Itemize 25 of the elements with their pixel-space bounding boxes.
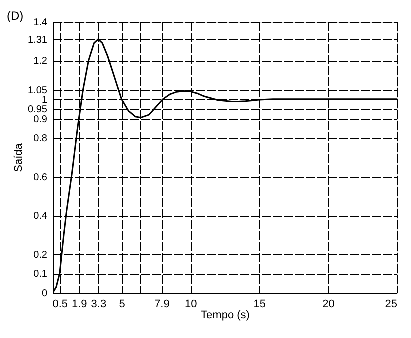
x-tick-label: 20 — [322, 298, 335, 310]
y-tick-label: 1 — [42, 94, 48, 106]
y-tick-label: 0.95 — [28, 104, 48, 116]
x-tick-label: 15 — [254, 298, 266, 310]
y-tick-label: 1.2 — [34, 56, 48, 68]
y-tick-label: 0.6 — [34, 172, 48, 184]
y-tick-label: 0.9 — [34, 114, 48, 126]
x-axis-title: Tempo (s) — [201, 310, 250, 322]
x-tick-label: 10 — [184, 298, 198, 310]
x-tick-label: 5 — [119, 298, 126, 310]
y-tick-label: 0.8 — [34, 134, 48, 145]
y-tick-label: 0.4 — [34, 211, 48, 222]
x-tick-label: 7.9 — [154, 298, 170, 310]
y-tick-label: 1.31 — [28, 34, 48, 46]
y-tick-label: 1.05 — [28, 85, 48, 96]
x-tick-label: 3.3 — [91, 298, 107, 310]
y-tick-label: 0.1 — [34, 269, 48, 280]
y-tick-label: 0 — [42, 288, 48, 300]
y-axis-title: Saída — [13, 142, 26, 172]
y-tick-label: 0.2 — [34, 250, 48, 261]
y-tick-label: 1.4 — [34, 18, 48, 28]
x-tick-label: 0.5 — [52, 298, 68, 310]
text: (D) — [7, 9, 24, 23]
x-tick-label: 25 — [385, 298, 398, 310]
x-tick-label: 1.9 — [72, 298, 88, 310]
